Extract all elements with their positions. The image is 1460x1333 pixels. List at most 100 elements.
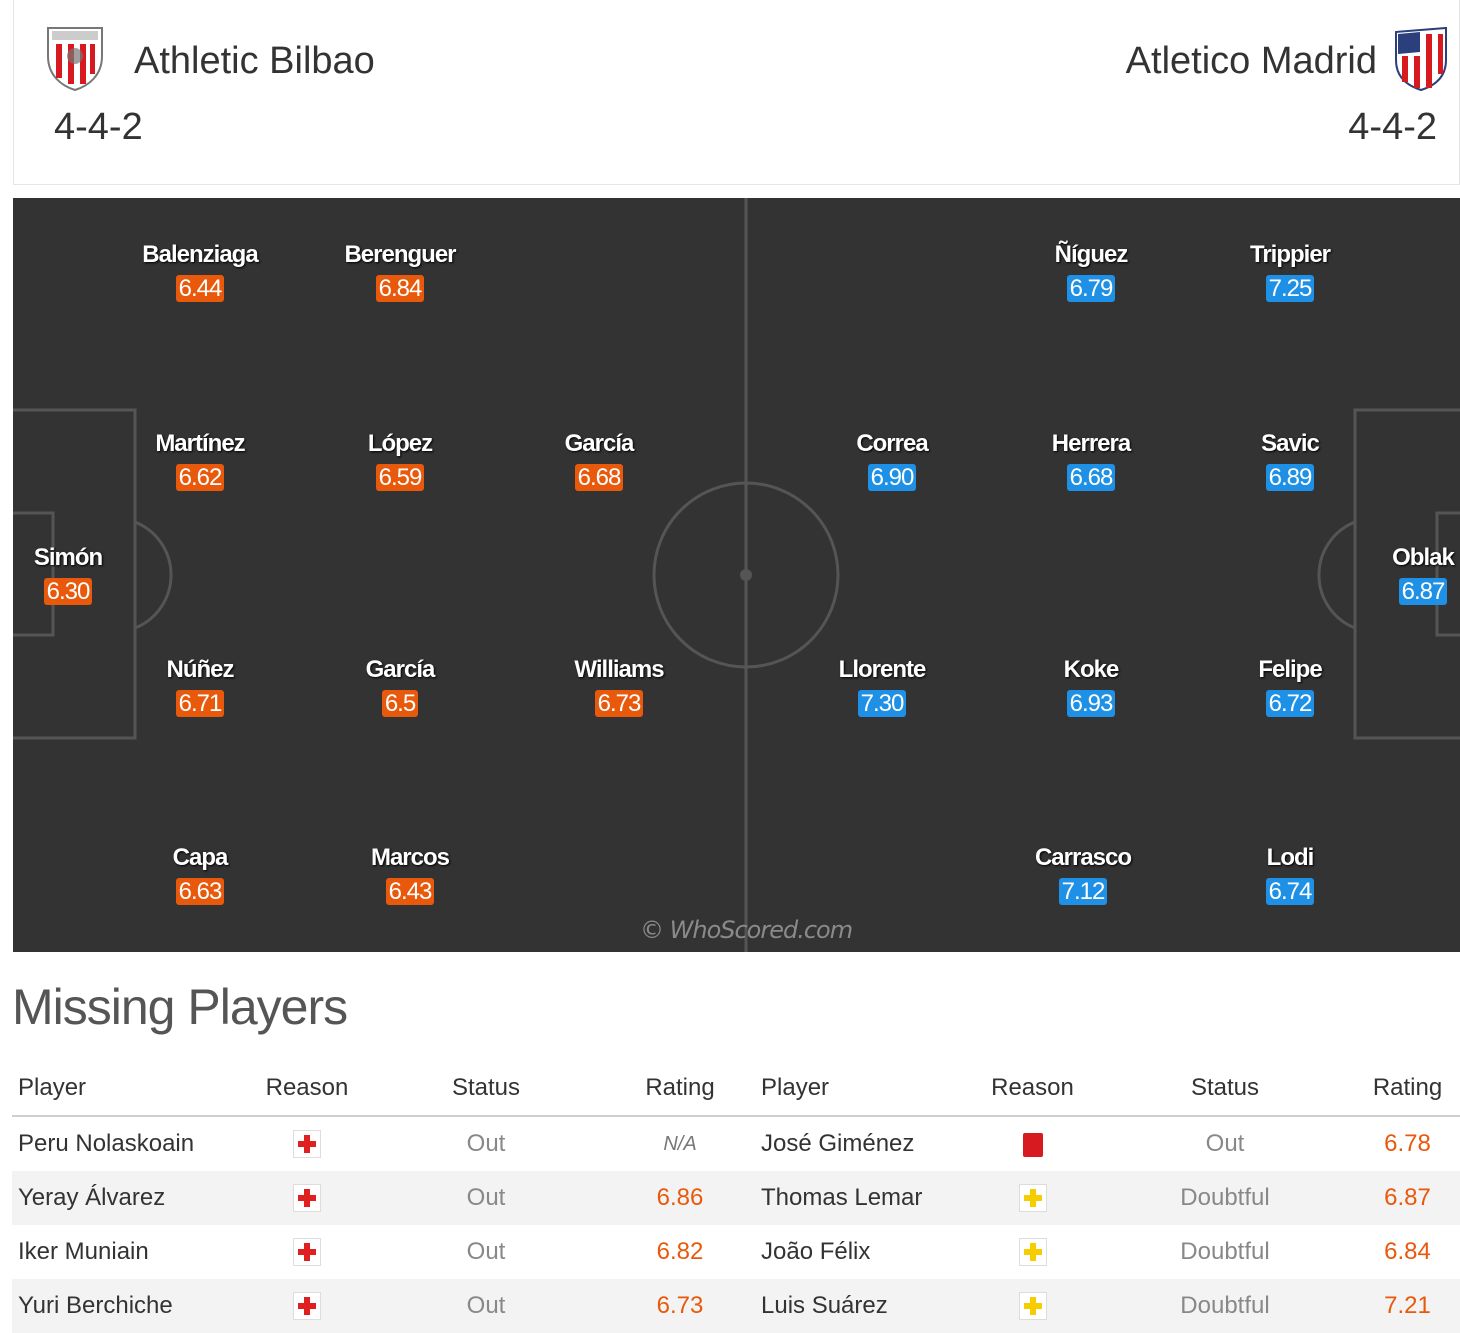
away-missing-player[interactable]: Thomas Lemar (755, 1171, 970, 1225)
player-name: Llorente (838, 656, 927, 683)
home-rating: 6.82 (656, 1238, 704, 1265)
column-header-status[interactable]: Status (367, 1060, 605, 1117)
home-missing-player[interactable]: Yeray Álvarez (12, 1171, 247, 1225)
player-rating: 6.43 (385, 878, 435, 905)
watermark: © WhoScored.com (640, 916, 853, 944)
player-name: Koke (1063, 656, 1120, 683)
missing-players-title: Missing Players (12, 979, 348, 1035)
injury-icon[interactable] (293, 1130, 321, 1159)
player-rating: 7.12 (1058, 878, 1108, 905)
column-header-reason[interactable]: Reason (247, 1060, 367, 1117)
player-name: Simón (33, 544, 103, 571)
away-team-name[interactable]: Atletico Madrid (1125, 40, 1377, 82)
player-rating: 6.87 (1398, 578, 1448, 605)
column-header-player[interactable]: Player (12, 1060, 247, 1117)
home-player[interactable]: García 6.5 (330, 656, 470, 717)
player-rating: 6.63 (175, 878, 225, 905)
atletico-madrid-badge-icon (1395, 26, 1447, 92)
home-player[interactable]: Capa 6.63 (130, 844, 270, 905)
away-status: Doubtful (1095, 1171, 1355, 1225)
away-player[interactable]: Savic 6.89 (1220, 430, 1360, 491)
player-rating: 6.79 (1066, 275, 1116, 302)
home-player[interactable]: Balenziaga 6.44 (130, 241, 270, 302)
home-player[interactable]: García 6.68 (529, 430, 669, 491)
player-rating: 6.72 (1265, 690, 1315, 717)
column-header-status[interactable]: Status (1095, 1060, 1355, 1117)
player-name: Trippier (1249, 241, 1331, 268)
pitch-lines (13, 198, 1460, 952)
away-formation: 4-4-2 (1348, 106, 1437, 148)
injury-icon[interactable] (293, 1292, 321, 1321)
doubtful-icon[interactable] (1018, 1184, 1047, 1213)
away-status: Doubtful (1095, 1279, 1355, 1333)
player-rating: 6.68 (1066, 464, 1116, 491)
away-missing-player[interactable]: José Giménez (761, 1130, 915, 1157)
home-player[interactable]: Berenguer 6.84 (330, 241, 470, 302)
home-player[interactable]: Núñez 6.71 (130, 656, 270, 717)
injury-icon[interactable] (293, 1184, 321, 1213)
home-missing-player[interactable]: Yuri Berchiche (12, 1279, 247, 1333)
player-rating: 6.68 (574, 464, 624, 491)
home-status: Out (466, 1238, 506, 1265)
player-rating: 7.30 (857, 690, 907, 717)
player-rating: 6.5 (381, 690, 419, 717)
away-player[interactable]: Trippier 7.25 (1220, 241, 1360, 302)
red-card-icon[interactable] (1022, 1132, 1043, 1157)
away-player-gk[interactable]: Oblak 6.87 (1353, 544, 1460, 605)
home-player[interactable]: Williams 6.73 (549, 656, 689, 717)
home-formation: 4-4-2 (54, 106, 143, 148)
doubtful-icon[interactable] (1018, 1292, 1047, 1321)
missing-players-table: Player Reason Status Rating Player Reaso… (12, 1060, 1460, 1333)
player-name: Herrera (1051, 430, 1131, 457)
player-name: García (365, 656, 436, 683)
away-player[interactable]: Felipe 6.72 (1220, 656, 1360, 717)
home-missing-player[interactable]: Iker Muniain (18, 1238, 149, 1265)
home-player[interactable]: López 6.59 (330, 430, 470, 491)
home-rating: N/A (663, 1132, 697, 1155)
home-player-gk[interactable]: Simón 6.30 (0, 544, 138, 605)
player-name: Marcos (370, 844, 450, 871)
home-missing-player[interactable]: Peru Nolaskoain (18, 1130, 195, 1157)
table-row: Peru Nolaskoain Out N/A José Giménez Out… (12, 1116, 1460, 1171)
home-rating: 6.86 (605, 1171, 755, 1225)
player-name: Balenziaga (142, 241, 258, 268)
athletic-bilbao-badge-icon (47, 27, 103, 92)
away-player[interactable]: Lodi 6.74 (1220, 844, 1360, 905)
away-player[interactable]: Koke 6.93 (1021, 656, 1161, 717)
away-player[interactable]: Correa 6.90 (822, 430, 962, 491)
away-player[interactable]: Llorente 7.30 (812, 656, 952, 717)
away-missing-player[interactable]: Luis Suárez (755, 1279, 970, 1333)
player-rating: 6.71 (175, 690, 225, 717)
player-name: Williams (574, 656, 664, 683)
away-player[interactable]: Herrera 6.68 (1021, 430, 1161, 491)
player-name: Correa (856, 430, 928, 457)
doubtful-icon[interactable] (1018, 1238, 1047, 1267)
column-header-player[interactable]: Player (755, 1060, 970, 1117)
home-player[interactable]: Martínez 6.62 (130, 430, 270, 491)
away-status: Doubtful (1180, 1238, 1270, 1265)
player-name: Oblak (1392, 544, 1455, 571)
injury-icon[interactable] (293, 1238, 321, 1267)
player-name: Felipe (1258, 656, 1322, 683)
column-header-rating[interactable]: Rating (605, 1060, 755, 1117)
away-player[interactable]: Ñíguez 6.79 (1021, 241, 1161, 302)
away-rating: 6.87 (1355, 1171, 1460, 1225)
home-status: Out (367, 1171, 605, 1225)
home-player[interactable]: Marcos 6.43 (340, 844, 480, 905)
player-rating: 6.90 (867, 464, 917, 491)
player-rating: 6.30 (43, 578, 93, 605)
column-header-rating[interactable]: Rating (1355, 1060, 1460, 1117)
player-rating: 6.59 (375, 464, 425, 491)
player-name: Ñíguez (1054, 241, 1129, 268)
away-missing-player[interactable]: João Félix (761, 1238, 871, 1265)
column-header-reason[interactable]: Reason (970, 1060, 1095, 1117)
match-header: Athletic Bilbao 4-4-2 Atletico Madrid 4-… (13, 0, 1460, 185)
player-rating: 6.93 (1066, 690, 1116, 717)
table-row: Yuri Berchiche Out 6.73 Luis Suárez Doub… (12, 1279, 1460, 1333)
away-player[interactable]: Carrasco 7.12 (1013, 844, 1153, 905)
player-name: Carrasco (1034, 844, 1132, 871)
home-rating: 6.73 (605, 1279, 755, 1333)
player-name: Berenguer (344, 241, 456, 268)
home-team-name[interactable]: Athletic Bilbao (134, 40, 375, 82)
player-rating: 7.25 (1265, 275, 1315, 302)
